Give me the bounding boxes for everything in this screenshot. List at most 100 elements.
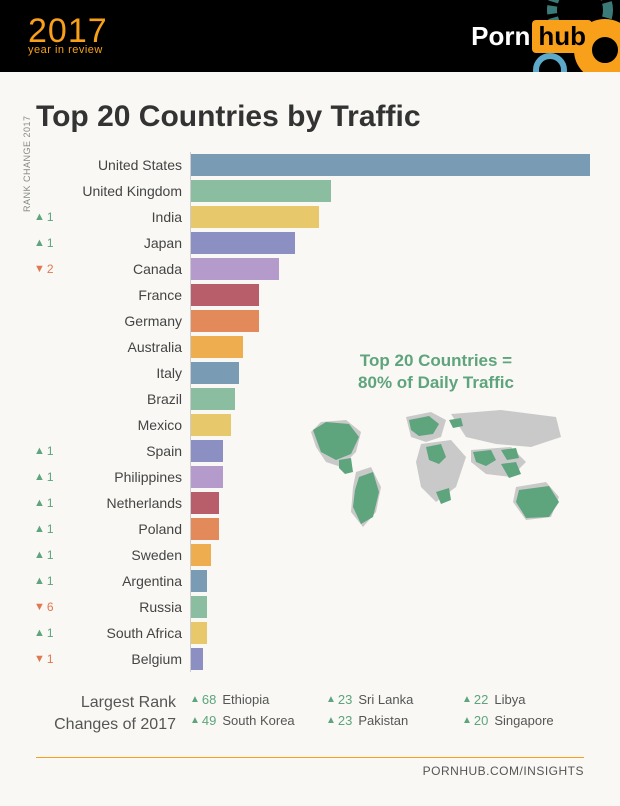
logo-right: hub	[532, 20, 592, 53]
rank-change: ▲1	[34, 470, 70, 484]
rank-change-value: 68	[202, 692, 216, 707]
rank-change: ▲1	[34, 444, 70, 458]
bar	[191, 206, 319, 228]
bar	[191, 258, 279, 280]
rank-change-item: ▲22Libya	[462, 692, 584, 707]
world-map	[301, 402, 571, 542]
arrow-up-icon: ▲	[326, 694, 336, 705]
rank-change-value: 1	[47, 574, 54, 588]
rank-change-item: ▲23 Sri Lanka	[326, 692, 448, 707]
country-label: Argentina	[70, 573, 190, 589]
rank-change: ▲1	[34, 236, 70, 250]
arrow-down-icon: ▼	[34, 653, 45, 665]
bar	[191, 518, 219, 540]
arrow-up-icon: ▲	[34, 575, 45, 587]
callout: Top 20 Countries = 80% of Daily Traffic	[296, 350, 576, 547]
rank-change: ▼6	[34, 600, 70, 614]
rank-change-value: 23	[338, 713, 352, 728]
country-label: Mexico	[70, 417, 190, 433]
chart-row: ▲1 Argentina	[34, 568, 590, 594]
rank-change: ▲1	[34, 626, 70, 640]
bar	[191, 284, 259, 306]
bar	[191, 362, 239, 384]
bar-track	[190, 568, 590, 594]
chart-row: United Kingdom	[34, 178, 590, 204]
arrow-up-icon: ▲	[34, 497, 45, 509]
arrow-up-icon: ▲	[190, 694, 200, 705]
bar	[191, 414, 231, 436]
country-label: Netherlands	[70, 495, 190, 511]
callout-line2: 80% of Daily Traffic	[296, 372, 576, 394]
arrow-up-icon: ▲	[190, 715, 200, 726]
bar-track	[190, 204, 590, 230]
rank-change: ▲1	[34, 522, 70, 536]
arrow-up-icon: ▲	[326, 715, 336, 726]
arrow-up-icon: ▲	[462, 715, 472, 726]
bar	[191, 544, 211, 566]
country-label: Belgium	[70, 651, 190, 667]
arrow-down-icon: ▼	[34, 601, 45, 613]
rank-change-item: ▲49 South Korea	[190, 713, 312, 728]
bar	[191, 154, 590, 176]
chart-row: ▲1South Africa	[34, 620, 590, 646]
chart-row: ▼6Russia	[34, 594, 590, 620]
rank-change-value: 1	[47, 210, 54, 224]
rank-change-value: 1	[47, 470, 54, 484]
arrow-up-icon: ▲	[34, 445, 45, 457]
bar	[191, 440, 223, 462]
bottom-label: Largest Rank Changes of 2017	[36, 692, 176, 735]
bar-track	[190, 646, 590, 672]
bar	[191, 622, 207, 644]
rank-change-value: 1	[47, 522, 54, 536]
rank-change-value: 2	[47, 262, 54, 276]
chart-row: United States	[34, 152, 590, 178]
rank-change-value: 6	[47, 600, 54, 614]
axis-label: RANK CHANGE 2017	[22, 115, 32, 212]
rank-change-value: 1	[47, 236, 54, 250]
country-label: Spain	[70, 443, 190, 459]
year-block: 2017 year in review	[28, 16, 108, 57]
rank-change-value: 49	[202, 713, 216, 728]
rank-change: ▼2	[34, 262, 70, 276]
bar	[191, 492, 219, 514]
page-title: Top 20 Countries by Traffic	[0, 72, 620, 152]
rank-change-value: 22	[474, 692, 488, 707]
bar	[191, 648, 203, 670]
year-subtitle: year in review	[28, 44, 103, 56]
country-name: Singapore	[494, 713, 553, 728]
bar	[191, 310, 259, 332]
chart-row: ▲1India	[34, 204, 590, 230]
footer: PORNHUB.COM/INSIGHTS	[36, 757, 584, 778]
country-label: United Kingdom	[70, 183, 190, 199]
arrow-up-icon: ▲	[34, 471, 45, 483]
country-label: France	[70, 287, 190, 303]
country-label: United States	[70, 157, 190, 173]
chart-row: France	[34, 282, 590, 308]
rank-change-value: 20	[474, 713, 488, 728]
country-label: India	[70, 209, 190, 225]
country-label: Philippines	[70, 469, 190, 485]
rank-change-value: 1	[47, 444, 54, 458]
bottom-label-line2: Changes of 2017	[36, 714, 176, 736]
chart-row: Germany	[34, 308, 590, 334]
bar	[191, 466, 223, 488]
arrow-up-icon: ▲	[34, 237, 45, 249]
bottom-grid: ▲68Ethiopia▲23Sri Lanka▲22Libya▲49South …	[190, 692, 584, 735]
country-label: Sweden	[70, 547, 190, 563]
rank-change: ▲1	[34, 210, 70, 224]
callout-line1: Top 20 Countries =	[296, 350, 576, 372]
country-name: South Korea	[222, 713, 294, 728]
bottom-section: Largest Rank Changes of 2017 ▲68Ethiopia…	[0, 672, 620, 735]
bar-track	[190, 594, 590, 620]
arrow-up-icon: ▲	[34, 627, 45, 639]
rank-change: ▲1	[34, 548, 70, 562]
chart-row: ▼1Belgium	[34, 646, 590, 672]
bar	[191, 596, 207, 618]
bar-track	[190, 620, 590, 646]
country-name: Sri Lanka	[358, 692, 413, 707]
rank-change-item: ▲20 Singapore	[462, 713, 584, 728]
rank-change-value: 23	[338, 692, 352, 707]
bar-track	[190, 230, 590, 256]
country-label: South Africa	[70, 625, 190, 641]
header: 2017 year in review Porn hub	[0, 0, 620, 72]
